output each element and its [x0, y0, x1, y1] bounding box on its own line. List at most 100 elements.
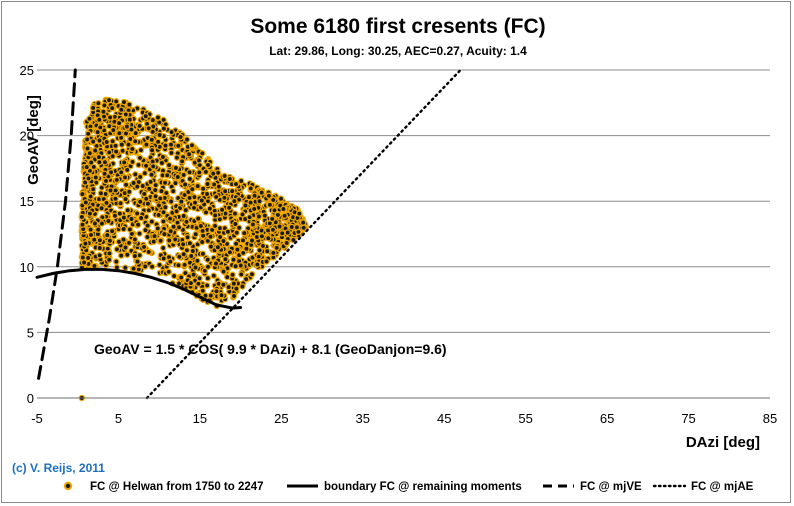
- scatter-point: [202, 209, 210, 216]
- scatter-point: [174, 173, 182, 181]
- scatter-point: [155, 211, 162, 219]
- scatter-point: [261, 212, 269, 219]
- scatter-point: [87, 193, 94, 200]
- legend-marker-scatter: [63, 481, 73, 491]
- scatter-point: [296, 210, 303, 217]
- scatter-point: [232, 262, 239, 270]
- scatter-point: [249, 221, 257, 228]
- scatter-point: [86, 149, 94, 157]
- scatter-point: [270, 249, 277, 257]
- scatter-point: [228, 187, 236, 195]
- scatter-point: [189, 185, 196, 193]
- scatter-point: [184, 234, 191, 241]
- scatter-point: [95, 153, 103, 161]
- scatter-point: [84, 130, 92, 138]
- scatter-point: [106, 250, 113, 257]
- scatter-point: [221, 187, 229, 195]
- scatter-point: [273, 244, 280, 252]
- scatter-point: [201, 267, 209, 275]
- scatter-point: [113, 258, 120, 265]
- scatter-point: [211, 212, 219, 219]
- scatter-point: [175, 142, 182, 150]
- scatter-point: [221, 172, 228, 180]
- scatter-point: [171, 236, 179, 243]
- scatter-point: [232, 180, 240, 188]
- scatter-point: [198, 238, 206, 246]
- scatter-point: [131, 138, 139, 145]
- scatter-point: [105, 217, 112, 225]
- scatter-point: [255, 213, 263, 220]
- scatter-point: [162, 142, 169, 149]
- scatter-point: [94, 226, 102, 233]
- scatter-point: [140, 243, 148, 251]
- scatter-point: [123, 123, 131, 130]
- scatter-point: [204, 274, 212, 282]
- scatter-point: [266, 201, 274, 209]
- scatter-point: [120, 225, 127, 233]
- scatter-point: [154, 114, 162, 121]
- scatter-point: [223, 273, 231, 281]
- scatter-point: [87, 159, 95, 166]
- scatter-point: [225, 204, 233, 212]
- scatter-point: [96, 252, 103, 259]
- credit-text: (c) V. Reijs, 2011: [12, 461, 105, 475]
- scatter-point: [181, 261, 188, 269]
- scatter-point: [134, 221, 142, 228]
- scatter-point: [96, 116, 103, 123]
- scatter-point: [136, 173, 144, 181]
- scatter-point: [107, 187, 114, 194]
- scatter-point: [102, 177, 110, 185]
- scatter-point: [145, 248, 152, 256]
- scatter-point: [186, 169, 193, 176]
- scatter-point: [186, 194, 193, 202]
- scatter-point: [155, 202, 163, 209]
- scatter-point: [78, 213, 86, 221]
- y-tick-label: 25: [20, 63, 34, 78]
- scatter-point: [239, 249, 247, 257]
- scatter-point: [190, 204, 198, 212]
- scatter-point: [96, 158, 103, 166]
- scatter-point: [160, 125, 168, 132]
- scatter-point: [265, 192, 273, 200]
- scatter-point: [160, 218, 167, 225]
- scatter-point: [238, 271, 245, 278]
- scatter-point: [154, 138, 162, 146]
- scatter-point: [82, 199, 90, 206]
- chart-subtitle: Lat: 29.86, Long: 30.25, AEC=0.27, Acuit…: [269, 44, 527, 58]
- scatter-point: [91, 147, 99, 154]
- scatter-point: [151, 232, 158, 240]
- scatter-point: [194, 215, 202, 222]
- scatter-point: [80, 259, 88, 266]
- scatter-point: [216, 233, 224, 241]
- scatter-point: [123, 166, 131, 174]
- scatter-point: [120, 214, 128, 221]
- scatter-point: [105, 256, 113, 264]
- formula-annotation: GeoAV = 1.5 * COS( 9.9 * DAzi) + 8.1 (Ge…: [94, 341, 447, 357]
- scatter-point: [148, 146, 156, 154]
- scatter-point: [167, 198, 175, 205]
- scatter-point: [212, 193, 220, 201]
- scatter-point: [122, 195, 129, 203]
- scatter-point: [87, 226, 94, 233]
- scatter-point: [243, 245, 250, 252]
- scatter-point: [118, 106, 125, 113]
- x-tick-label: 15: [193, 411, 207, 426]
- scatter-point: [175, 224, 183, 231]
- scatter-point: [158, 187, 165, 195]
- x-tick-label: 55: [518, 411, 532, 426]
- scatter-point: [203, 282, 211, 289]
- legend: FC @ Helwan from 1750 to 2247 boundary F…: [63, 481, 754, 493]
- scatter-point: [233, 229, 240, 236]
- scatter-point: [198, 197, 206, 204]
- scatter-point: [230, 280, 238, 287]
- scatter-point: [218, 291, 225, 299]
- chart-title: Some 6180 first cresents (FC): [250, 15, 545, 38]
- scatter-point: [170, 272, 178, 280]
- scatter-point: [242, 275, 250, 283]
- scatter-point: [212, 260, 220, 267]
- scatter-point: [241, 229, 248, 237]
- scatter-point: [256, 197, 263, 205]
- scatter-point: [239, 283, 246, 290]
- scatter-point: [148, 171, 155, 178]
- scatter-point: [83, 163, 90, 171]
